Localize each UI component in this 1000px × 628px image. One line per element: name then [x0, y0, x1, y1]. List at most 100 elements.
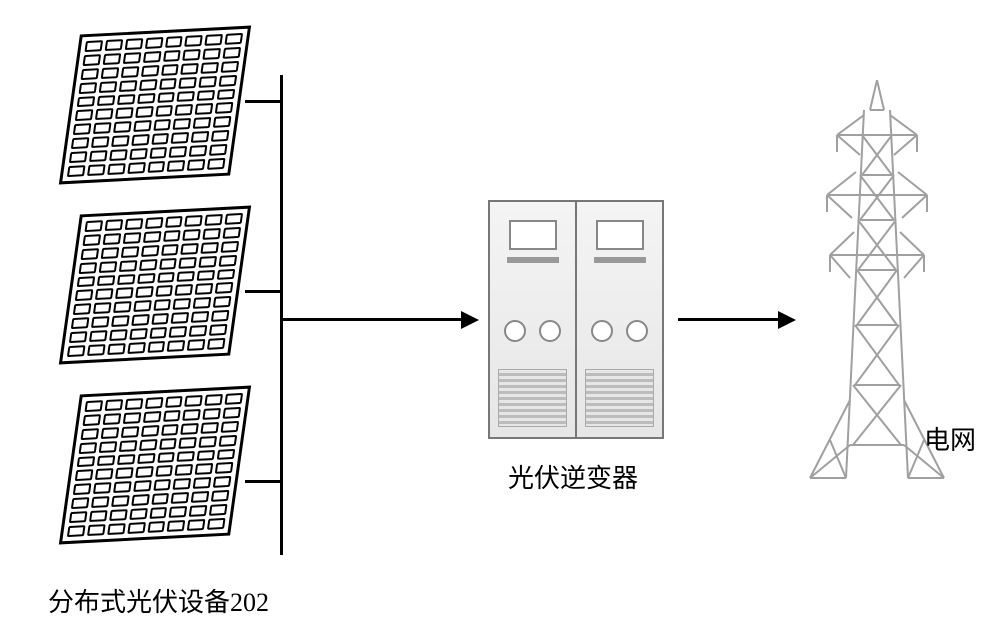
panel-cell: [223, 227, 242, 239]
panel-cell: [123, 232, 142, 244]
panel-cell: [185, 35, 204, 47]
panel-cell: [161, 64, 180, 76]
panel-cell: [115, 288, 134, 300]
panel-cell: [133, 300, 152, 312]
panel-cell: [155, 466, 174, 478]
panel-cell: [84, 400, 103, 412]
panel-cell: [157, 92, 176, 104]
arrow-right-icon: [461, 311, 479, 329]
panel-cell: [211, 130, 230, 142]
panel-cell: [77, 456, 96, 468]
panel-cell: [175, 464, 194, 476]
inverter-cabinet: [488, 200, 577, 439]
panel-cell: [95, 469, 114, 481]
panel-cell: [181, 63, 200, 75]
panel-cell: [155, 106, 174, 118]
panel-cell: [124, 218, 143, 230]
panel-cell: [177, 91, 196, 103]
panel-cell: [171, 492, 190, 504]
panel-cell: [87, 164, 106, 176]
panel-cell: [135, 107, 154, 119]
panel-cell: [165, 396, 184, 408]
panel-cell: [137, 93, 156, 105]
panel-cell: [101, 427, 120, 439]
panel-cell: [207, 518, 226, 530]
panel-cell: [99, 261, 118, 273]
panel-cell: [109, 509, 128, 521]
panel-cell: [79, 442, 98, 454]
panel-cell: [147, 161, 166, 173]
panel-cell: [139, 439, 158, 451]
panel-cell: [84, 40, 103, 52]
inverter-label: 光伏逆变器: [508, 458, 638, 495]
panel-cell: [99, 441, 118, 453]
panel-cell: [81, 428, 100, 440]
panel-cell: [73, 124, 92, 136]
panel-cell: [173, 298, 192, 310]
panel-cell: [153, 479, 172, 491]
panel-cell: [201, 242, 220, 254]
panel-cell: [67, 345, 86, 357]
panel-cell: [137, 453, 156, 465]
panel-cell: [121, 426, 140, 438]
inverter-gauge: [504, 320, 526, 342]
panel-cell: [189, 145, 208, 157]
panel-cell: [91, 316, 110, 328]
panel-cell: [225, 33, 244, 45]
panel-cell: [81, 68, 100, 80]
panel-cell: [75, 470, 94, 482]
panel-cell: [67, 525, 86, 537]
panel-cell: [179, 257, 198, 269]
panel-cell: [73, 484, 92, 496]
panel-cell: [89, 330, 108, 342]
panel-cell: [147, 521, 166, 533]
inverter-display: [596, 220, 644, 250]
panel-cell: [139, 79, 158, 91]
panel-cell: [217, 269, 236, 281]
panel-cell: [129, 328, 148, 340]
panel-cell: [157, 452, 176, 464]
panel-cell: [165, 216, 184, 228]
panel-cell: [197, 450, 216, 462]
panel-cell: [209, 144, 228, 156]
panel-cell: [81, 248, 100, 260]
panel-cell: [82, 234, 101, 246]
panel-cell: [141, 65, 160, 77]
panel-cell: [169, 326, 188, 338]
panel-cell: [185, 395, 204, 407]
panel-cell: [104, 399, 123, 411]
inverter-gauge: [626, 320, 648, 342]
panel-cell: [187, 339, 206, 351]
panel-cell: [205, 394, 224, 406]
panel-cell: [183, 229, 202, 241]
inverter-vents: [585, 369, 654, 427]
panel-cell: [95, 109, 114, 121]
panel-cell: [197, 270, 216, 282]
panel-cell: [141, 245, 160, 257]
panel-cell: [97, 95, 116, 107]
panel-cell: [151, 493, 170, 505]
panel-cell: [91, 136, 110, 148]
panel-cell: [149, 507, 168, 519]
panel-cell: [79, 262, 98, 274]
inverter-gauge: [591, 320, 613, 342]
panel-cell: [133, 480, 152, 492]
panel-cell: [119, 440, 138, 452]
pv-system-diagram: 分布式光伏设备202 光伏逆变器: [20, 20, 980, 608]
panel-cell: [111, 495, 130, 507]
panel-cell: [93, 483, 112, 495]
panel-cell: [207, 338, 226, 350]
branch-line: [245, 480, 283, 483]
panel-cell: [67, 165, 86, 177]
panel-cell: [177, 451, 196, 463]
panel-cell: [139, 259, 158, 271]
panel-cell: [113, 482, 132, 494]
panel-cell: [145, 37, 164, 49]
panel-cell: [75, 290, 94, 302]
panel-cell: [171, 132, 190, 144]
panel-cell: [93, 303, 112, 315]
panel-cell: [137, 273, 156, 285]
panel-cell: [191, 131, 210, 143]
panel-cell: [123, 412, 142, 424]
panel-cell: [161, 424, 180, 436]
